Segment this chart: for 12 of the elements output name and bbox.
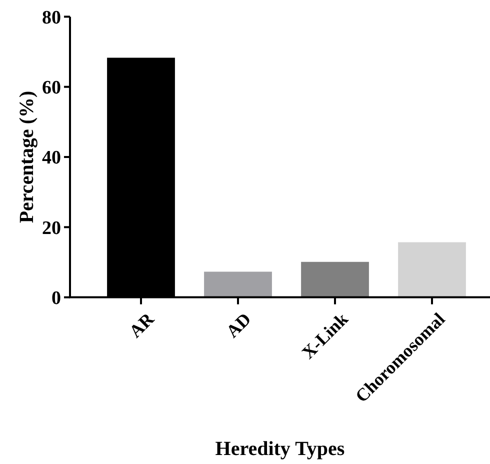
- y-tick-label: 40: [42, 148, 61, 169]
- y-tick-label: 0: [52, 288, 61, 309]
- y-tick-label: 20: [42, 218, 61, 239]
- x-tick-label: AR: [125, 308, 158, 342]
- y-axis-title: Percentage (%): [16, 90, 38, 224]
- y-tick-label: 60: [42, 78, 61, 98]
- bar: [204, 272, 272, 298]
- x-tick-label: AD: [222, 308, 255, 342]
- bar: [301, 262, 369, 298]
- x-axis-title: Heredity Types: [215, 438, 345, 460]
- bar: [398, 242, 466, 298]
- y-tick-label: 80: [42, 7, 61, 28]
